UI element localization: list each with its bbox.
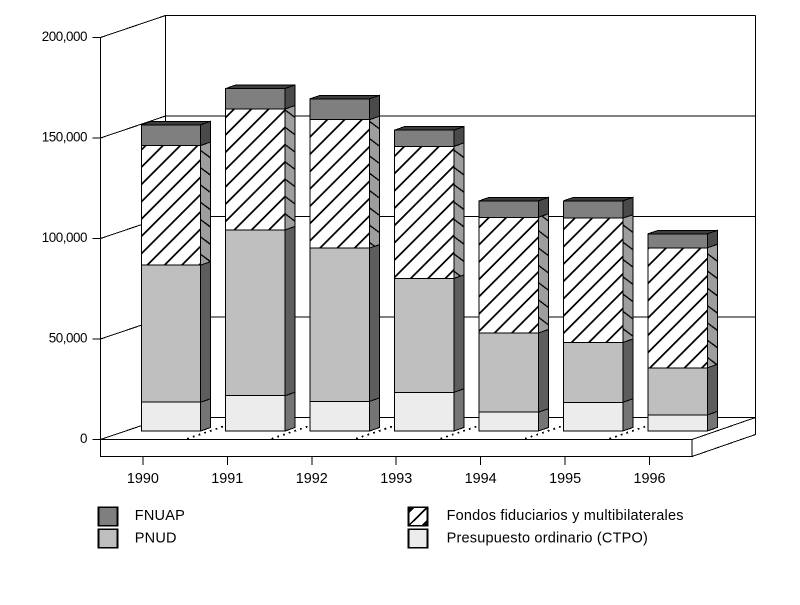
svg-text:1991: 1991: [211, 471, 243, 487]
svg-text:1995: 1995: [549, 471, 581, 487]
svg-text:1992: 1992: [296, 471, 328, 487]
svg-text:50,000: 50,000: [49, 331, 87, 346]
svg-text:Presupuesto ordinario (CTPO): Presupuesto ordinario (CTPO): [447, 531, 648, 547]
svg-text:150,000: 150,000: [42, 130, 87, 145]
svg-text:PNUD: PNUD: [135, 531, 177, 547]
svg-text:0: 0: [80, 431, 87, 446]
svg-text:200,000: 200,000: [42, 29, 87, 44]
svg-text:100,000: 100,000: [42, 230, 87, 245]
svg-text:Fondos fiduciarios y multibila: Fondos fiduciarios y multibilaterales: [447, 508, 684, 524]
svg-text:FNUAP: FNUAP: [135, 508, 185, 524]
svg-text:1993: 1993: [380, 471, 412, 487]
svg-text:1994: 1994: [465, 471, 497, 487]
svg-text:1990: 1990: [127, 471, 159, 487]
svg-text:1996: 1996: [633, 471, 665, 487]
